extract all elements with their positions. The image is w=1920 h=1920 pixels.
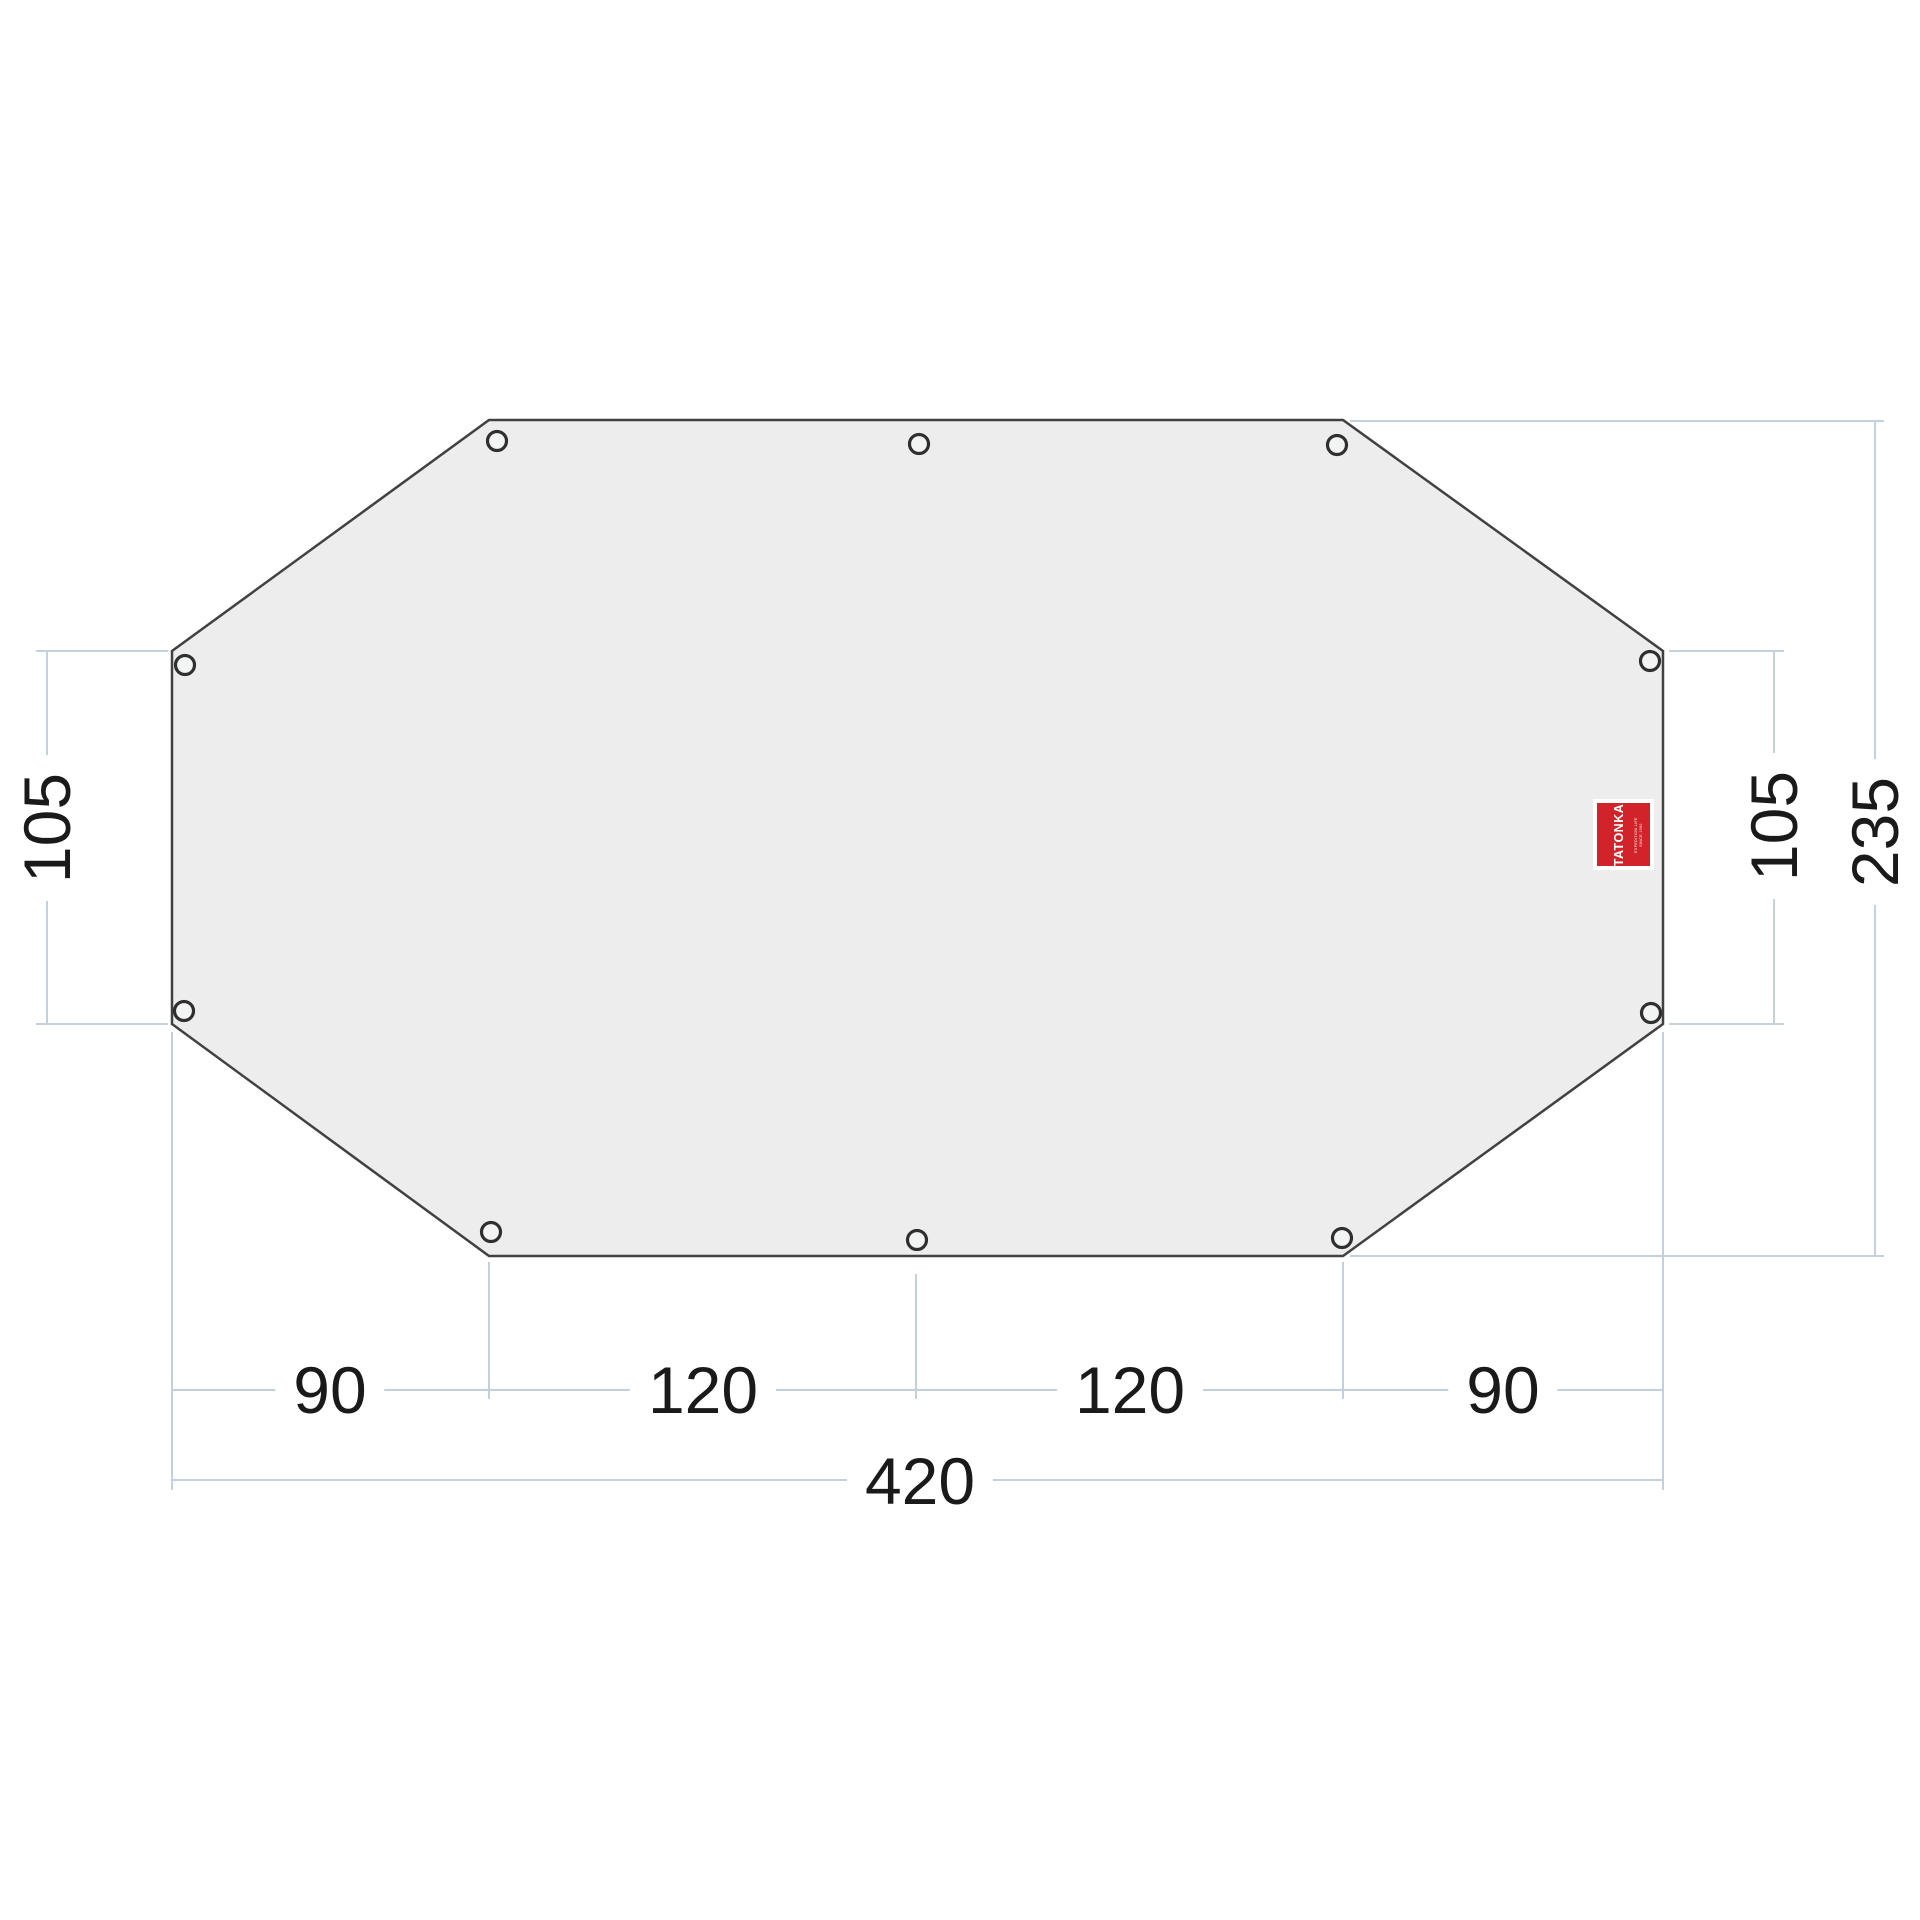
tatonka-tagline-line1: EXPEDITION LIFE: [1634, 816, 1639, 853]
tatonka-logo: TATONKA EXPEDITION LIFE SINCE 1980: [1593, 799, 1654, 870]
dim-label-segment-90-left: 90: [275, 1355, 385, 1425]
grommet-icon: [1638, 649, 1662, 673]
dim-label-segment-90-right: 90: [1448, 1355, 1558, 1425]
tatonka-logo-red-field: TATONKA EXPEDITION LIFE SINCE 1980: [1597, 803, 1650, 866]
tatonka-tagline-text: EXPEDITION LIFE SINCE 1980: [1635, 817, 1645, 853]
dim-label-total-height: 235: [1838, 758, 1912, 906]
tatonka-tagline-line2: SINCE 1980: [1639, 822, 1644, 847]
footprint-shape: [170, 418, 1665, 1258]
grommets: [172, 429, 1663, 1252]
dim-label-segment-120-left: 120: [629, 1355, 777, 1425]
grommet-icon: [485, 429, 509, 453]
dim-label-left-height: 105: [10, 754, 84, 902]
grommet-icon: [1330, 1226, 1354, 1250]
dim-label-total-width: 420: [846, 1446, 994, 1516]
grommet-icon: [479, 1220, 503, 1244]
dim-label-segment-120-right: 120: [1056, 1355, 1204, 1425]
grommet-icon: [1639, 1001, 1663, 1025]
grommet-icon: [905, 1228, 929, 1252]
grommet-icon: [173, 653, 197, 677]
grommet-icon: [172, 999, 196, 1023]
dim-label-right-height: 105: [1737, 752, 1811, 900]
grommet-icon: [1325, 433, 1349, 457]
grommet-icon: [907, 432, 931, 456]
tatonka-brand-text: TATONKA: [1612, 803, 1626, 866]
